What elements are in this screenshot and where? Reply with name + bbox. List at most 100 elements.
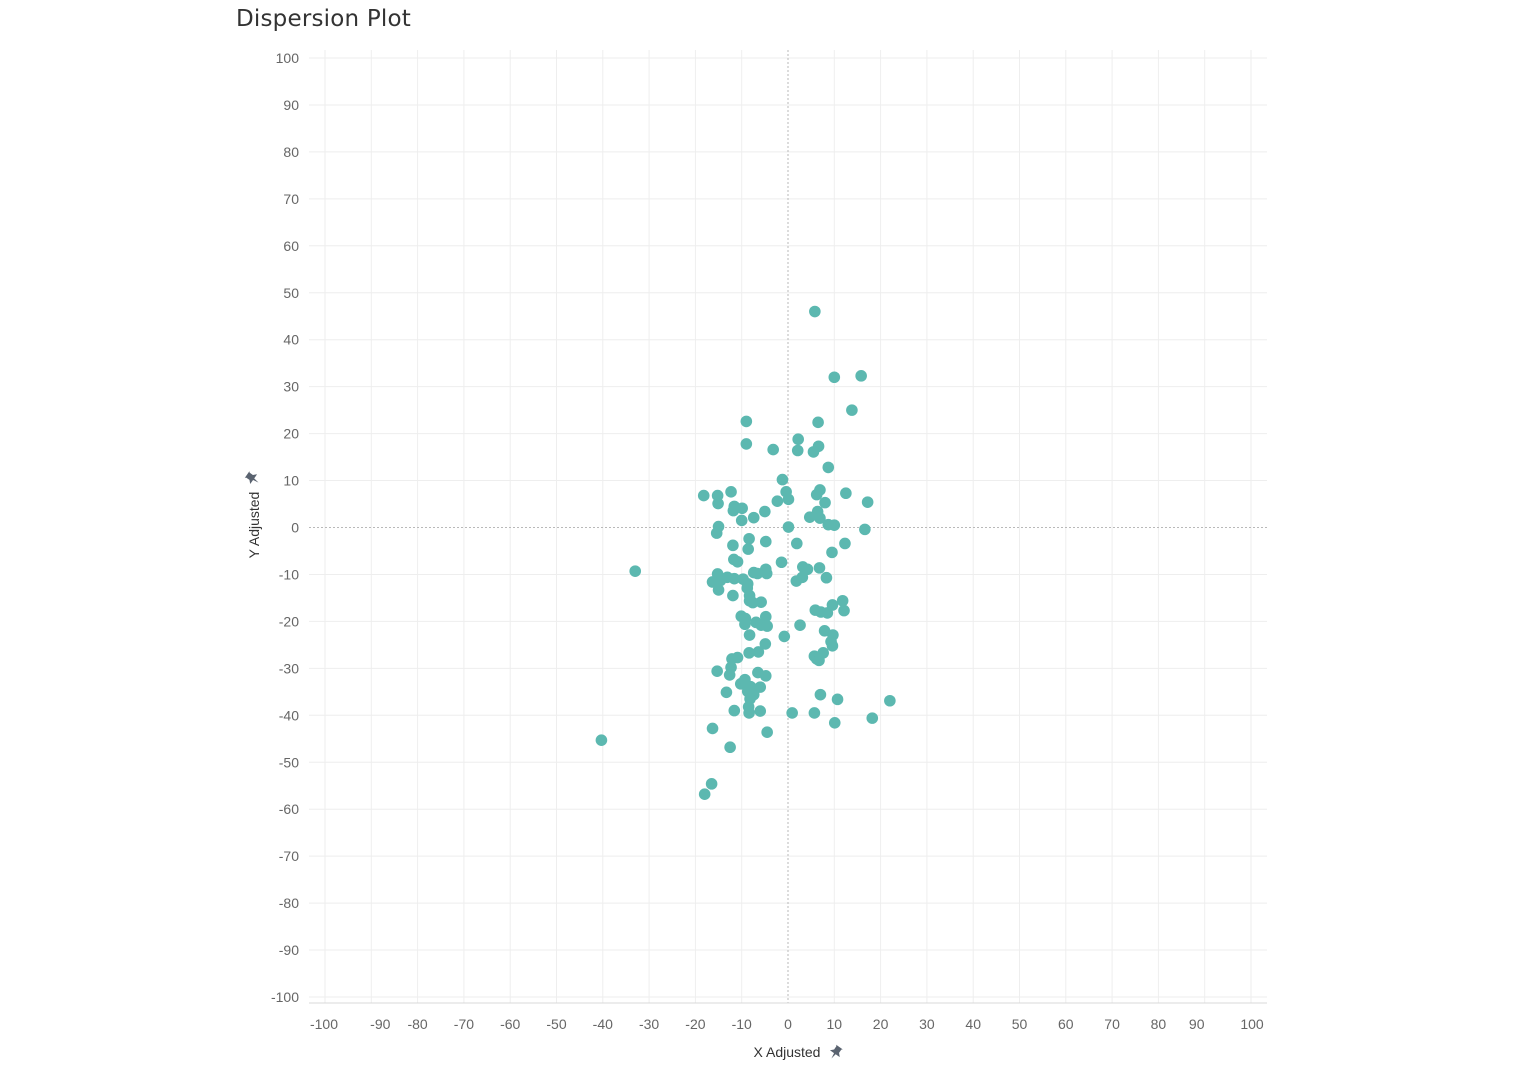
x-axis-pin-icon[interactable]	[826, 1044, 844, 1062]
data-point[interactable]	[826, 640, 839, 652]
data-point[interactable]	[710, 527, 723, 539]
x-tick-label: 60	[1058, 1016, 1074, 1032]
data-point[interactable]	[866, 712, 879, 724]
data-point[interactable]	[859, 523, 871, 536]
data-point[interactable]	[790, 575, 803, 587]
data-point[interactable]	[752, 646, 765, 658]
data-point[interactable]	[747, 511, 760, 524]
data-point[interactable]	[771, 495, 784, 508]
data-point[interactable]	[828, 519, 841, 531]
data-point[interactable]	[740, 438, 753, 450]
data-point[interactable]	[728, 572, 741, 585]
data-point[interactable]	[759, 670, 772, 682]
x-tick-label: 40	[965, 1016, 981, 1032]
data-point[interactable]	[846, 404, 858, 416]
data-point[interactable]	[727, 539, 739, 552]
data-point[interactable]	[754, 681, 767, 693]
data-point[interactable]	[706, 576, 719, 588]
data-point[interactable]	[855, 370, 867, 382]
data-point[interactable]	[861, 496, 874, 508]
data-point[interactable]	[761, 620, 773, 632]
data-point[interactable]	[698, 788, 711, 800]
data-point[interactable]	[759, 610, 772, 623]
data-point[interactable]	[742, 543, 754, 555]
data-point[interactable]	[740, 415, 753, 428]
data-point[interactable]	[760, 567, 773, 580]
data-point[interactable]	[819, 496, 831, 509]
data-point[interactable]	[820, 571, 833, 584]
data-point[interactable]	[734, 678, 747, 690]
data-point[interactable]	[759, 505, 771, 518]
data-point[interactable]	[720, 686, 733, 699]
data-point[interactable]	[826, 546, 838, 559]
data-point[interactable]	[831, 693, 844, 706]
data-point[interactable]	[727, 589, 739, 602]
data-point[interactable]	[755, 596, 767, 608]
data-point[interactable]	[808, 707, 821, 719]
data-point[interactable]	[712, 584, 725, 596]
data-point[interactable]	[828, 717, 841, 729]
data-point[interactable]	[786, 707, 798, 719]
data-point[interactable]	[782, 521, 795, 533]
data-point[interactable]	[813, 654, 825, 667]
data-point[interactable]	[629, 565, 642, 577]
data-point[interactable]	[821, 607, 834, 619]
data-point[interactable]	[711, 665, 723, 677]
data-point[interactable]	[735, 514, 748, 527]
data-point[interactable]	[731, 651, 744, 664]
data-point[interactable]	[791, 444, 804, 457]
data-point[interactable]	[778, 630, 791, 643]
x-tick-label: 90	[1189, 1016, 1205, 1032]
y-axis-title: Y Adjusted	[246, 492, 262, 559]
data-point[interactable]	[782, 493, 795, 506]
data-point[interactable]	[712, 497, 724, 510]
data-point[interactable]	[838, 604, 850, 617]
data-point[interactable]	[725, 486, 737, 498]
data-point[interactable]	[705, 778, 718, 790]
data-point[interactable]	[761, 726, 773, 739]
data-point[interactable]	[794, 619, 806, 631]
data-point[interactable]	[807, 446, 820, 458]
data-point[interactable]	[723, 669, 736, 681]
data-point[interactable]	[728, 704, 741, 717]
data-point[interactable]	[884, 694, 896, 707]
data-point[interactable]	[803, 511, 816, 523]
data-point[interactable]	[706, 722, 719, 735]
data-point[interactable]	[810, 488, 823, 501]
data-point[interactable]	[828, 371, 841, 384]
data-point[interactable]	[836, 594, 849, 607]
x-tick-label: 100	[1240, 1016, 1264, 1032]
data-point[interactable]	[743, 629, 756, 641]
data-point[interactable]	[776, 473, 789, 486]
y-tick-label: -20	[279, 613, 299, 629]
data-point[interactable]	[812, 416, 824, 429]
data-point[interactable]	[775, 556, 788, 569]
data-point[interactable]	[792, 433, 804, 446]
data-point[interactable]	[822, 461, 835, 474]
data-point[interactable]	[739, 618, 751, 631]
data-point[interactable]	[743, 647, 755, 659]
data-point[interactable]	[743, 707, 755, 719]
data-point[interactable]	[743, 532, 755, 545]
data-point[interactable]	[736, 502, 748, 515]
data-point[interactable]	[767, 443, 779, 456]
data-point[interactable]	[754, 705, 767, 717]
data-point[interactable]	[790, 537, 803, 550]
data-point[interactable]	[751, 567, 764, 580]
data-point[interactable]	[724, 741, 736, 754]
y-tick-label: -90	[279, 942, 299, 958]
data-point[interactable]	[727, 504, 740, 517]
data-point[interactable]	[731, 555, 744, 568]
data-point[interactable]	[697, 489, 710, 502]
data-point[interactable]	[759, 638, 772, 650]
y-axis-pin-icon[interactable]	[244, 470, 262, 488]
data-point[interactable]	[747, 596, 759, 609]
data-point[interactable]	[814, 688, 827, 701]
data-point[interactable]	[840, 487, 852, 500]
data-point[interactable]	[814, 512, 826, 524]
data-point[interactable]	[839, 537, 851, 550]
data-point[interactable]	[809, 305, 821, 318]
data-point[interactable]	[759, 535, 772, 548]
data-point[interactable]	[595, 734, 608, 746]
data-point[interactable]	[813, 562, 826, 574]
